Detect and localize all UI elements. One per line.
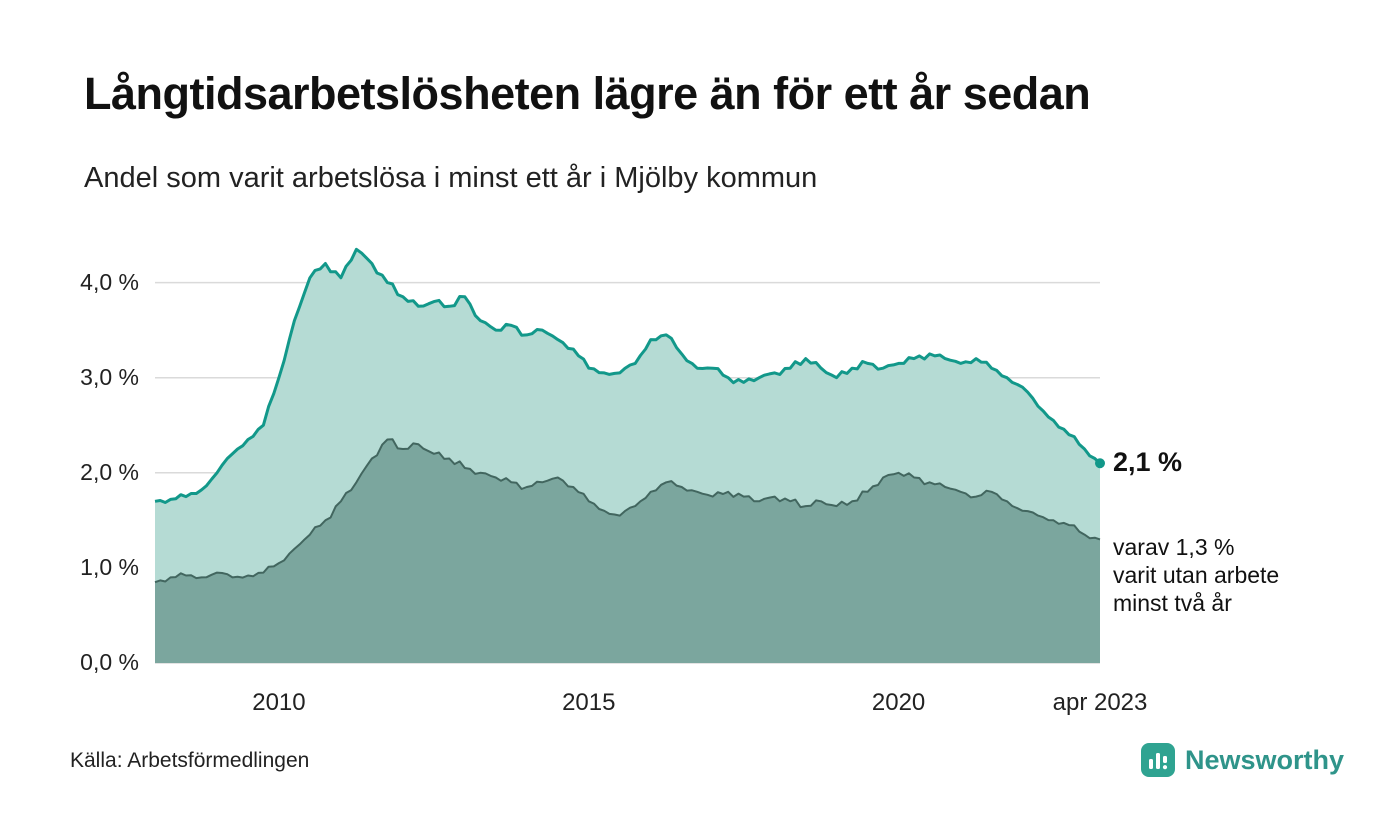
x-axis-tick-label: 2015 [562, 689, 616, 716]
y-axis-tick-label: 2,0 % [80, 458, 139, 485]
chart-svg [154, 247, 1105, 664]
note-line: varit utan arbete [1113, 562, 1280, 588]
line-series-total [154, 247, 1102, 504]
chart-title: Långtidsarbetslösheten lägre än för ett … [84, 68, 1091, 119]
source-label: Källa: Arbetsförmedlingen [70, 749, 310, 772]
line-series-two-years [154, 438, 1101, 584]
area-series-two-years [155, 439, 1100, 663]
y-axis-tick-label: 3,0 % [80, 363, 139, 390]
newsworthy-brand[interactable]: Newsworthy [1141, 743, 1344, 777]
x-axis-tick-label: apr 2023 [1052, 689, 1148, 716]
latest-value-label: 2,1 % [1113, 447, 1183, 477]
bar-chart-icon [1149, 753, 1168, 770]
y-axis-tick-label: 4,0 % [80, 268, 139, 295]
x-axis-tick-label: 2010 [252, 689, 306, 716]
newsworthy-logo-icon [1141, 743, 1175, 777]
plot-area: 0,0 % 1,0 % 2,0 % 3,0 % 4,0 % 2010 2015 2020 apr… [80, 235, 1147, 716]
secondary-note: varav 1,3 % varit utan arbete minst två … [1113, 533, 1279, 617]
y-axis-tick-label: 0,0 % [80, 649, 139, 675]
chart-subtitle: Andel som varit arbetslösa i minst ett å… [84, 162, 818, 194]
newsworthy-wordmark: Newsworthy [1185, 744, 1345, 775]
note-line: minst två år [1113, 590, 1232, 616]
latest-point-marker [1095, 458, 1105, 469]
note-line: varav 1,3 % [1113, 534, 1235, 560]
x-axis-tick-label: 2020 [871, 689, 926, 716]
y-axis-tick-label: 1,0 % [80, 553, 139, 580]
